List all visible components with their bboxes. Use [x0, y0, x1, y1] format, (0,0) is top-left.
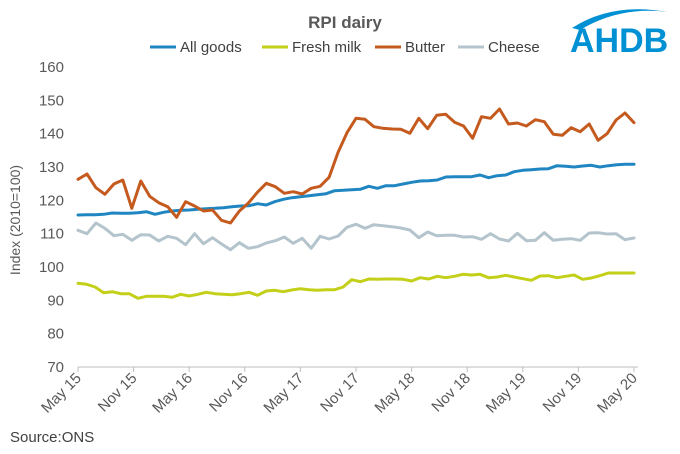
- y-tick-label: 160: [39, 59, 64, 76]
- legend-item-all-goods: All goods: [150, 39, 242, 56]
- legend-label: All goods: [180, 39, 242, 56]
- y-axis-label: Index (2010=100): [7, 165, 23, 275]
- y-tick-label: 80: [47, 326, 64, 343]
- x-axis-ticks: May 15 Nov 15 May 16 Nov 16 May 17 Nov 17 May …: [38, 367, 641, 417]
- y-tick-label: 150: [39, 92, 64, 109]
- logo-text: AHDB: [570, 22, 668, 60]
- y-tick-label: 120: [39, 192, 64, 209]
- legend-label: Fresh milk: [292, 39, 362, 56]
- source-note: Source:ONS: [10, 429, 94, 446]
- x-tick-label: Nov 18: [428, 370, 474, 416]
- x-tick-label: May 20: [594, 370, 641, 417]
- y-tick-label: 110: [40, 226, 64, 243]
- legend-item-butter: Butter: [375, 39, 445, 56]
- y-tick-label: 100: [39, 259, 64, 276]
- ahdb-logo: AHDB: [570, 9, 668, 60]
- chart-title: RPI dairy: [308, 13, 382, 32]
- x-tick-label: Nov 15: [95, 370, 141, 416]
- x-tick-label: May 15: [38, 370, 85, 417]
- series-line-all-goods: [76, 162, 636, 217]
- legend-label: Cheese: [488, 39, 540, 56]
- series-line-cheese: [76, 221, 636, 252]
- y-tick-label: 140: [39, 126, 64, 143]
- x-tick-label: Nov 16: [206, 370, 252, 416]
- legend-item-cheese: Cheese: [458, 39, 540, 56]
- series-lines: [76, 107, 636, 300]
- x-tick-label: May 19: [483, 370, 530, 417]
- series-line-fresh-milk: [76, 271, 636, 300]
- x-tick-label: May 17: [260, 370, 307, 417]
- y-tick-label: 70: [47, 359, 64, 376]
- y-tick-label: 90: [47, 292, 64, 309]
- y-axis-ticks: 70 80 90 100 110 120 130 140 150 160: [39, 59, 64, 376]
- x-tick-label: May 16: [149, 370, 196, 417]
- x-tick-label: May 18: [372, 370, 419, 417]
- legend: All goods Fresh milk Butter Cheese: [150, 39, 540, 56]
- x-tick-label: Nov 19: [540, 370, 586, 416]
- x-tick-label: Nov 17: [317, 370, 363, 416]
- legend-item-fresh-milk: Fresh milk: [262, 39, 362, 56]
- series-line-butter: [76, 107, 636, 225]
- y-tick-label: 130: [39, 159, 64, 176]
- legend-label: Butter: [405, 39, 445, 56]
- logo-swoosh-icon: [572, 9, 668, 30]
